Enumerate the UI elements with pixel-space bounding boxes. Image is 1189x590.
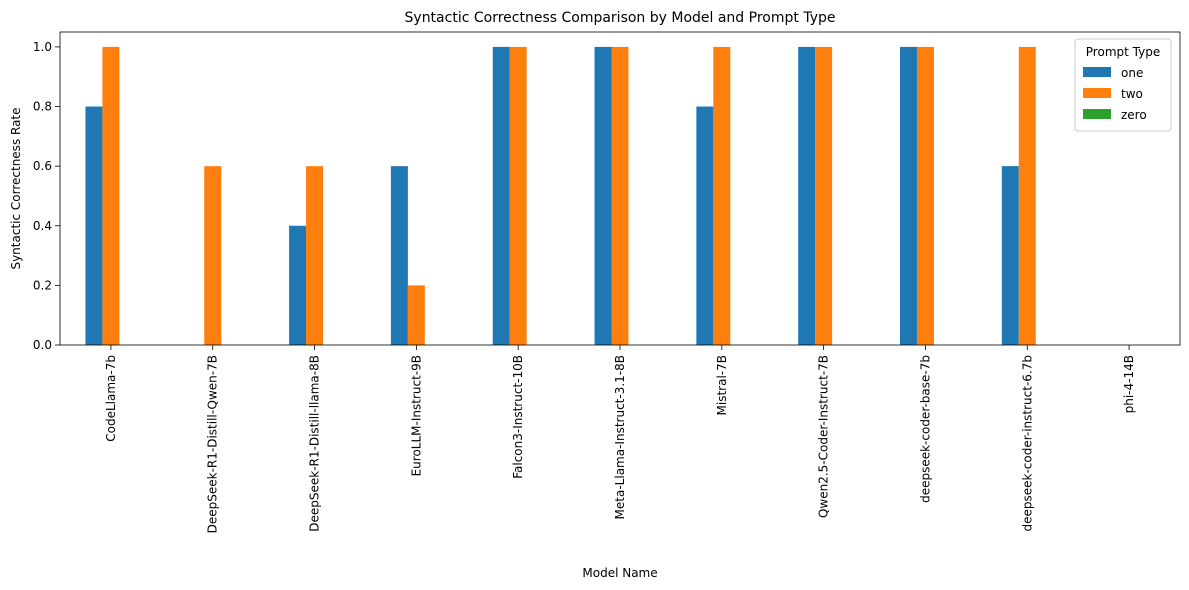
bar-two-0 [102, 46, 120, 346]
legend-label-one: one [1121, 66, 1143, 80]
y-axis-title: Syntactic Correctness Rate [9, 107, 23, 269]
x-tick-label: phi-4-14B [1122, 355, 1136, 413]
legend-swatch-one [1083, 67, 1111, 77]
legend-swatch-zero [1083, 109, 1111, 119]
bar-one-6 [696, 106, 714, 346]
y-tick-label: 0.2 [33, 278, 52, 292]
legend-label-zero: zero [1121, 108, 1147, 122]
bar-one-8 [900, 46, 917, 346]
y-tick-label: 0.8 [33, 100, 52, 114]
y-tick-label: 1.0 [33, 40, 52, 54]
legend-swatch-two [1083, 88, 1111, 98]
x-tick-label: DeepSeek-R1-Distill-Qwen-7B [206, 355, 220, 533]
legend-title: Prompt Type [1086, 45, 1160, 59]
bar-one-3 [390, 166, 408, 345]
legend-items: one two zero [1083, 66, 1147, 122]
bar-two-8 [916, 46, 934, 346]
y-tick-label: 0.6 [33, 159, 52, 173]
x-tick-label: CodeLlama-7b [104, 355, 118, 442]
chart-title: Syntactic Correctness Comparison by Mode… [405, 10, 836, 26]
bar-two-5 [611, 46, 629, 346]
x-tick-label: EuroLLM-Instruct-9B [409, 355, 423, 476]
bar-one-7 [798, 46, 816, 346]
bar-one-0 [85, 106, 103, 346]
bar-one-5 [594, 46, 612, 346]
bar-two-4 [509, 46, 527, 346]
y-tick-label: 0.0 [33, 338, 52, 352]
x-tick-label: DeepSeek-R1-Distill-llama-8B [308, 355, 322, 532]
y-axis: 0.0 0.2 0.4 0.6 0.8 1.0 [33, 40, 60, 352]
bars-layer [85, 46, 1036, 346]
x-axis: CodeLlama-7b DeepSeek-R1-Distill-Qwen-7B D… [104, 345, 1136, 533]
legend: Prompt Type one two zero [1074, 38, 1172, 132]
bar-one-9 [1001, 166, 1019, 345]
bar-two-1 [204, 166, 222, 345]
bar-one-4 [492, 46, 510, 346]
x-tick-label: deepseek-coder-instruct-6.7b [1020, 355, 1034, 532]
bar-two-2 [306, 166, 324, 345]
legend-label-two: two [1121, 87, 1143, 101]
bar-two-3 [407, 285, 425, 345]
x-tick-label: Meta-Llama-Instruct-3.1-8B [613, 355, 627, 519]
y-tick-label: 0.4 [33, 219, 52, 233]
bar-one-2 [289, 225, 307, 345]
x-tick-label: Mistral-7B [715, 355, 729, 415]
x-axis-title: Model Name [582, 566, 657, 580]
legend-box [1074, 38, 1172, 132]
bar-two-6 [713, 46, 731, 346]
bar-two-7 [815, 46, 833, 346]
x-tick-label: Falcon3-Instruct-10B [511, 355, 525, 479]
x-tick-label: Qwen2.5-Coder-Instruct-7B [817, 355, 831, 518]
x-tick-label: deepseek-coder-base-7b [918, 355, 932, 503]
bar-two-9 [1018, 46, 1036, 346]
